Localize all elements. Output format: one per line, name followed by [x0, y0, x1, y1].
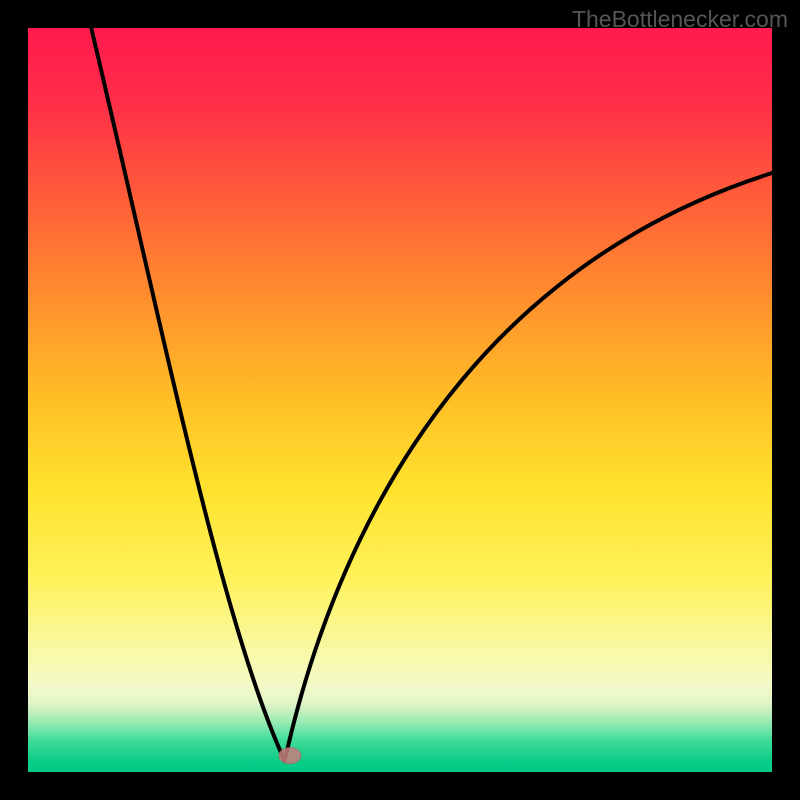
chart-root: TheBottlenecker.com — [0, 0, 800, 800]
gradient-plot-area — [28, 28, 772, 772]
watermark-text: TheBottlenecker.com — [572, 6, 788, 33]
